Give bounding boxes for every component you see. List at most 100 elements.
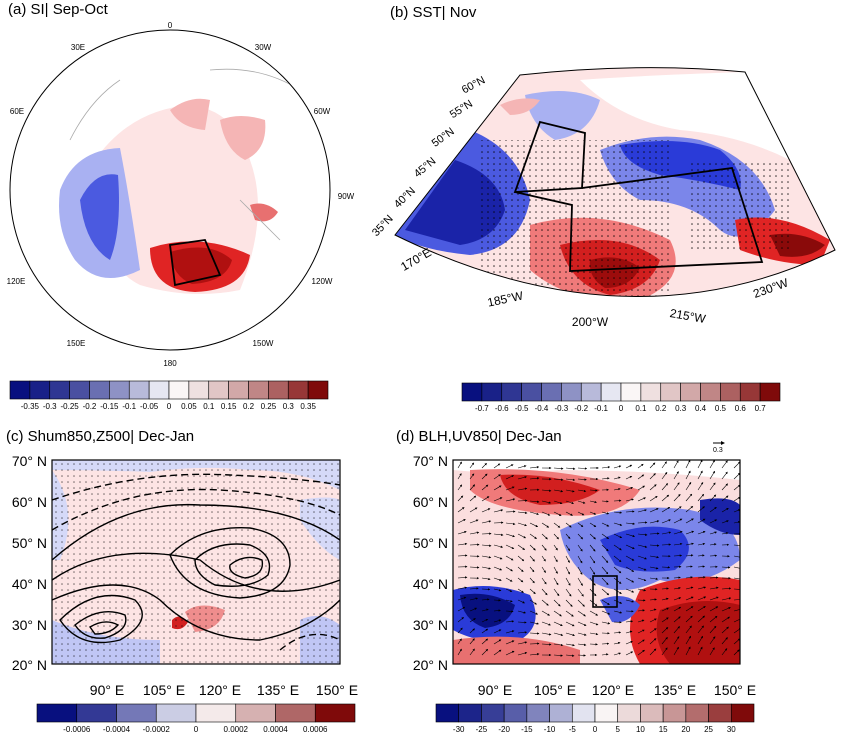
wind-vector <box>493 463 501 469</box>
wind-vector <box>661 506 671 513</box>
colorbar-swatch <box>148 380 170 400</box>
wind-vector <box>733 544 740 547</box>
wind-vector <box>709 615 718 623</box>
wind-vector <box>505 486 515 491</box>
colorbar-tick-label: -0.2 <box>83 402 97 411</box>
wind-vector <box>553 489 564 493</box>
wind-vector <box>697 481 704 491</box>
polar-label-150e: 150E <box>67 339 86 348</box>
wind-vector <box>601 555 609 563</box>
wind-vector <box>625 487 634 491</box>
d-lat-30: 30° N <box>413 617 448 633</box>
wind-vector <box>493 474 501 480</box>
wind-vector <box>685 646 691 656</box>
b-lat-40: 40°N <box>392 185 418 211</box>
wind-vector <box>517 487 528 491</box>
wind-vector <box>529 588 536 595</box>
colorbar-tick-label: -0.7 <box>475 404 489 413</box>
wind-vector <box>469 495 477 502</box>
wind-vector <box>649 484 657 491</box>
wind-vector <box>481 648 489 656</box>
wind-vector <box>589 544 596 552</box>
colorbar-swatch <box>268 380 289 400</box>
colorbar-swatch <box>314 703 356 723</box>
wind-vector <box>733 484 740 491</box>
colorbar-swatch <box>89 380 110 400</box>
wind-vector <box>649 532 660 535</box>
wind-vector <box>601 477 610 480</box>
wind-vector <box>673 636 680 645</box>
wind-vector <box>493 566 503 571</box>
wind-vector <box>661 617 669 623</box>
wind-vector <box>493 509 504 513</box>
wind-vector <box>721 460 728 469</box>
colorbar-swatch <box>9 380 31 400</box>
b-lat-35: 35°N <box>370 213 396 239</box>
colorbar-tick-label: -0.35 <box>21 402 40 411</box>
wind-vector <box>697 506 705 513</box>
wind-vector <box>697 554 705 557</box>
wind-vector <box>577 610 586 617</box>
wind-vector <box>529 465 540 469</box>
panel-a-title: (a) SI| Sep-Oct <box>8 1 108 18</box>
colorbar-a: -0.35 -0.3 -0.25 -0.2 -0.15 -0.1 -0.05 0 0.05 0.1… <box>9 380 329 411</box>
c-lon-120: 120° E <box>199 682 241 698</box>
wind-vector <box>493 485 502 491</box>
wind-vector <box>637 533 648 536</box>
wind-vector <box>625 498 634 502</box>
wind-vector <box>649 462 656 469</box>
wind-vector <box>589 610 599 616</box>
wind-vector <box>721 566 731 569</box>
wind-vector <box>637 588 647 592</box>
wind-vector <box>709 596 719 601</box>
wind-vector <box>565 610 574 617</box>
wind-vector <box>637 577 647 582</box>
wind-vector <box>577 654 586 657</box>
colorbar-b: -0.7 -0.6 -0.5 -0.4 -0.3 -0.2 -0.1 0 0.1 0.2 0.3 0.… <box>461 382 781 413</box>
wind-vector <box>721 616 730 623</box>
wind-vector <box>613 522 623 526</box>
wind-vector <box>577 643 587 647</box>
d-lon-105: 105° E <box>534 682 576 698</box>
wind-vector <box>625 555 635 561</box>
d-lat-50: 50° N <box>413 535 448 551</box>
colorbar-swatch <box>739 382 761 402</box>
wind-vector <box>673 518 683 524</box>
colorbar-tick-label: -0.15 <box>100 402 119 411</box>
wind-vector <box>505 566 513 572</box>
wind-vector <box>685 518 694 524</box>
wind-vector <box>721 507 729 513</box>
wind-vector <box>517 533 527 539</box>
wind-vector <box>637 566 647 571</box>
colorbar-tick-label: 0.35 <box>300 402 316 411</box>
polar-label-30e: 30E <box>71 43 85 52</box>
wind-vector <box>541 533 548 540</box>
wind-vector <box>541 566 546 574</box>
colorbar-swatch <box>660 382 681 402</box>
wind-vector <box>577 577 583 586</box>
wind-vector <box>481 618 489 623</box>
wind-vector <box>721 597 732 601</box>
wind-vector <box>685 554 694 557</box>
wind-vector <box>613 652 622 656</box>
wind-vector <box>661 543 672 546</box>
wind-vector <box>709 625 717 634</box>
colorbar-tick-label: 0.3 <box>283 402 295 411</box>
wind-vector <box>505 577 513 582</box>
colorbar-tick-label: -0.1 <box>122 402 136 411</box>
wind-vector <box>625 577 635 583</box>
wind-vector <box>637 509 647 513</box>
wind-vector <box>601 511 610 515</box>
wind-vector <box>541 555 546 562</box>
wind-vector <box>733 555 740 559</box>
wind-vector <box>493 639 502 645</box>
wind-vector <box>601 621 611 625</box>
wind-vector <box>685 530 695 535</box>
wind-vector <box>481 638 489 645</box>
colorbar-tick-label: -0.3 <box>554 404 568 413</box>
d-lat-60: 60° N <box>413 494 448 510</box>
colorbar-swatch <box>461 382 483 402</box>
wind-vector <box>733 496 740 502</box>
wind-vector <box>733 472 740 480</box>
polar-label-150w: 150W <box>253 339 274 348</box>
